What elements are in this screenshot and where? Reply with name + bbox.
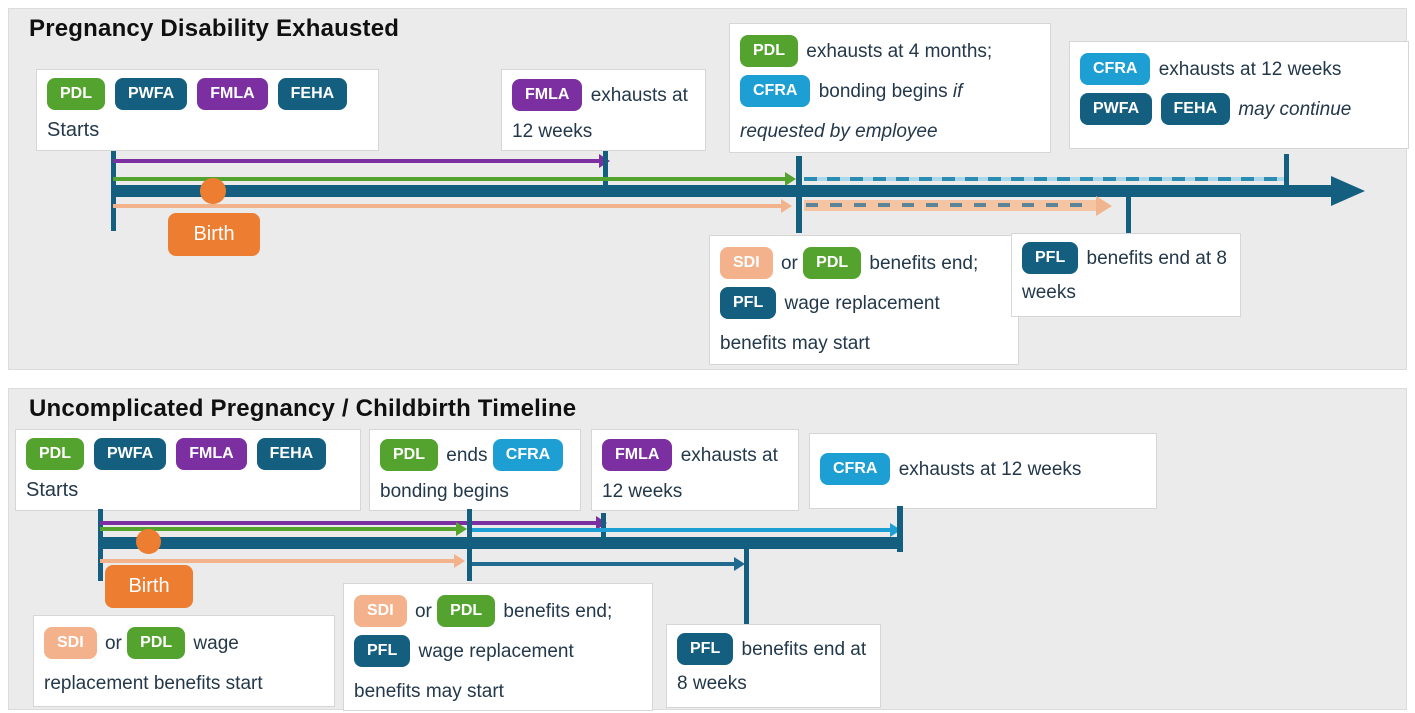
wage-replacement-text: wage replacement benefits may start bbox=[720, 293, 940, 354]
cfra-exhausts-text: exhausts at 12 weeks bbox=[898, 459, 1082, 480]
may-continue-text: may continue bbox=[1238, 99, 1352, 120]
pfl-badge: PFL bbox=[677, 633, 734, 665]
fmla-badge: FMLA bbox=[512, 78, 583, 111]
wage-replacement-text: wage replacement benefits may start bbox=[354, 641, 574, 702]
pfl-end-connector bbox=[744, 547, 749, 624]
card-cfra-exhausts-pwfa-feha: CFRA exhausts at 12 weeks PWFA FEHA may … bbox=[1069, 41, 1409, 149]
cfra-badge: CFRA bbox=[740, 74, 811, 107]
main-timeline-line bbox=[98, 537, 898, 549]
starts-badge-row: PDL PWFA FMLA FEHA bbox=[26, 438, 350, 472]
cfra-badge: CFRA bbox=[492, 438, 564, 471]
pdl-badge: PDL bbox=[437, 594, 496, 627]
fmla-badge: FMLA bbox=[197, 78, 268, 110]
wage-replacement-start-text: wage replacement benefits start bbox=[44, 633, 263, 694]
panel-pregnancy-disability-exhausted: Pregnancy Disability Exhausted PDL PWFA … bbox=[8, 8, 1409, 370]
bonding-begins-text: bonding begins bbox=[380, 481, 509, 502]
cfra-badge: CFRA bbox=[820, 452, 891, 485]
pfl-badge: PFL bbox=[1022, 242, 1079, 274]
sdi-badge: SDI bbox=[720, 246, 773, 279]
cfra-dashed-line bbox=[804, 177, 1284, 181]
pfl-dashed-inner bbox=[806, 203, 1094, 207]
sdi-badge: SDI bbox=[354, 594, 407, 627]
starts-caption: Starts bbox=[47, 119, 100, 141]
if-requested-text: if requested by employee bbox=[740, 81, 963, 142]
feha-badge: FEHA bbox=[256, 438, 327, 470]
feha-badge: FEHA bbox=[1160, 92, 1231, 125]
pdl-exhausts-text: exhausts at 4 months; bbox=[806, 41, 993, 62]
card-pdl-ends-cfra-begins: PDL ends CFRA bonding begins bbox=[369, 429, 581, 511]
main-timeline-arrowhead bbox=[1331, 176, 1365, 206]
fmla-exhaust-tick bbox=[603, 151, 608, 197]
card-starts: PDL PWFA FMLA FEHA Starts bbox=[15, 429, 361, 511]
card-starts: PDL PWFA FMLA FEHA Starts bbox=[36, 69, 379, 151]
pwfa-badge: PWFA bbox=[94, 438, 167, 470]
sdi-badge: SDI bbox=[44, 626, 97, 659]
starts-badge-row: PDL PWFA FMLA FEHA bbox=[47, 78, 368, 112]
benefits-end-text: benefits end; bbox=[503, 601, 613, 622]
pfl-end-text: benefits end at 8 weeks bbox=[677, 639, 867, 695]
fmla-badge: FMLA bbox=[602, 438, 673, 471]
card-fmla-exhausts: FMLA exhausts at 12 weeks bbox=[501, 69, 706, 151]
pwfa-badge: PWFA bbox=[1080, 92, 1153, 125]
cfra-exhaust-tick bbox=[1284, 154, 1289, 194]
pfl-end-tick bbox=[1126, 197, 1131, 241]
sdi-line bbox=[113, 204, 781, 208]
sdi-line bbox=[100, 559, 454, 563]
cfra-exhaust-tick bbox=[897, 506, 903, 552]
cfra-badge: CFRA bbox=[1080, 52, 1151, 85]
starts-caption: Starts bbox=[26, 479, 79, 501]
pfl-badge: PFL bbox=[720, 286, 777, 319]
pdl-ends-text: ends bbox=[446, 445, 488, 466]
pdl-badge: PDL bbox=[803, 246, 862, 279]
card-pdl-exhausts-cfra-bonding: PDL exhausts at 4 months; CFRA bonding b… bbox=[729, 23, 1051, 153]
pdl-badge: PDL bbox=[127, 626, 186, 659]
main-timeline-line bbox=[111, 185, 1333, 197]
pdl-badge: PDL bbox=[47, 78, 105, 110]
cfra-exhausts-text: exhausts at 12 weeks bbox=[1158, 59, 1342, 80]
card-cfra-exhausts: CFRA exhausts at 12 weeks bbox=[809, 433, 1157, 509]
benefits-end-text: benefits end; bbox=[869, 253, 979, 274]
or-text: or bbox=[104, 633, 122, 654]
pdl-exhaust-tick bbox=[796, 156, 802, 233]
panel2-title: Uncomplicated Pregnancy / Childbirth Tim… bbox=[29, 395, 577, 422]
pdl-line bbox=[113, 177, 785, 181]
fmla-exhausts-text: exhausts at 12 weeks bbox=[512, 85, 688, 142]
fmla-line bbox=[113, 159, 599, 163]
card-benefits-end: SDI or PDL benefits end; PFL wage replac… bbox=[709, 235, 1019, 365]
pdl-badge: PDL bbox=[380, 438, 438, 471]
card-benefits-end: SDI or PDL benefits end; PFL wage replac… bbox=[343, 583, 653, 711]
fmla-exhausts-text: exhausts at 12 weeks bbox=[602, 445, 778, 502]
or-text: or bbox=[414, 601, 432, 622]
fmla-line bbox=[100, 521, 596, 525]
fmla-badge: FMLA bbox=[176, 438, 247, 470]
birth-label: Birth bbox=[168, 213, 260, 256]
pwfa-badge: PWFA bbox=[115, 78, 188, 110]
cfra-line bbox=[472, 528, 890, 532]
card-sdi-benefits-start: SDI or PDL wage replacement benefits sta… bbox=[33, 615, 335, 707]
birth-dot bbox=[136, 529, 161, 554]
cfra-bonding-text: bonding begins bbox=[818, 81, 948, 102]
card-pfl-end: PFL benefits end at 8 weeks bbox=[666, 624, 881, 708]
feha-badge: FEHA bbox=[277, 78, 348, 110]
card-pfl-end: PFL benefits end at 8 weeks bbox=[1011, 233, 1241, 317]
panel1-title: Pregnancy Disability Exhausted bbox=[29, 15, 400, 42]
birth-dot bbox=[200, 178, 226, 204]
panel-uncomplicated-pregnancy-timeline: Uncomplicated Pregnancy / Childbirth Tim… bbox=[8, 388, 1407, 711]
or-text: or bbox=[780, 253, 798, 274]
pfl-dashed-line bbox=[804, 200, 1096, 211]
pdl-badge: PDL bbox=[26, 438, 84, 470]
pfl-end-text: benefits end at 8 weeks bbox=[1022, 248, 1227, 304]
pdl-line bbox=[100, 527, 456, 531]
pfl-badge: PFL bbox=[354, 634, 411, 667]
pfl-line bbox=[472, 562, 734, 566]
pdl-badge: PDL bbox=[740, 34, 798, 67]
birth-label: Birth bbox=[105, 565, 193, 608]
card-fmla-exhausts: FMLA exhausts at 12 weeks bbox=[591, 429, 799, 511]
